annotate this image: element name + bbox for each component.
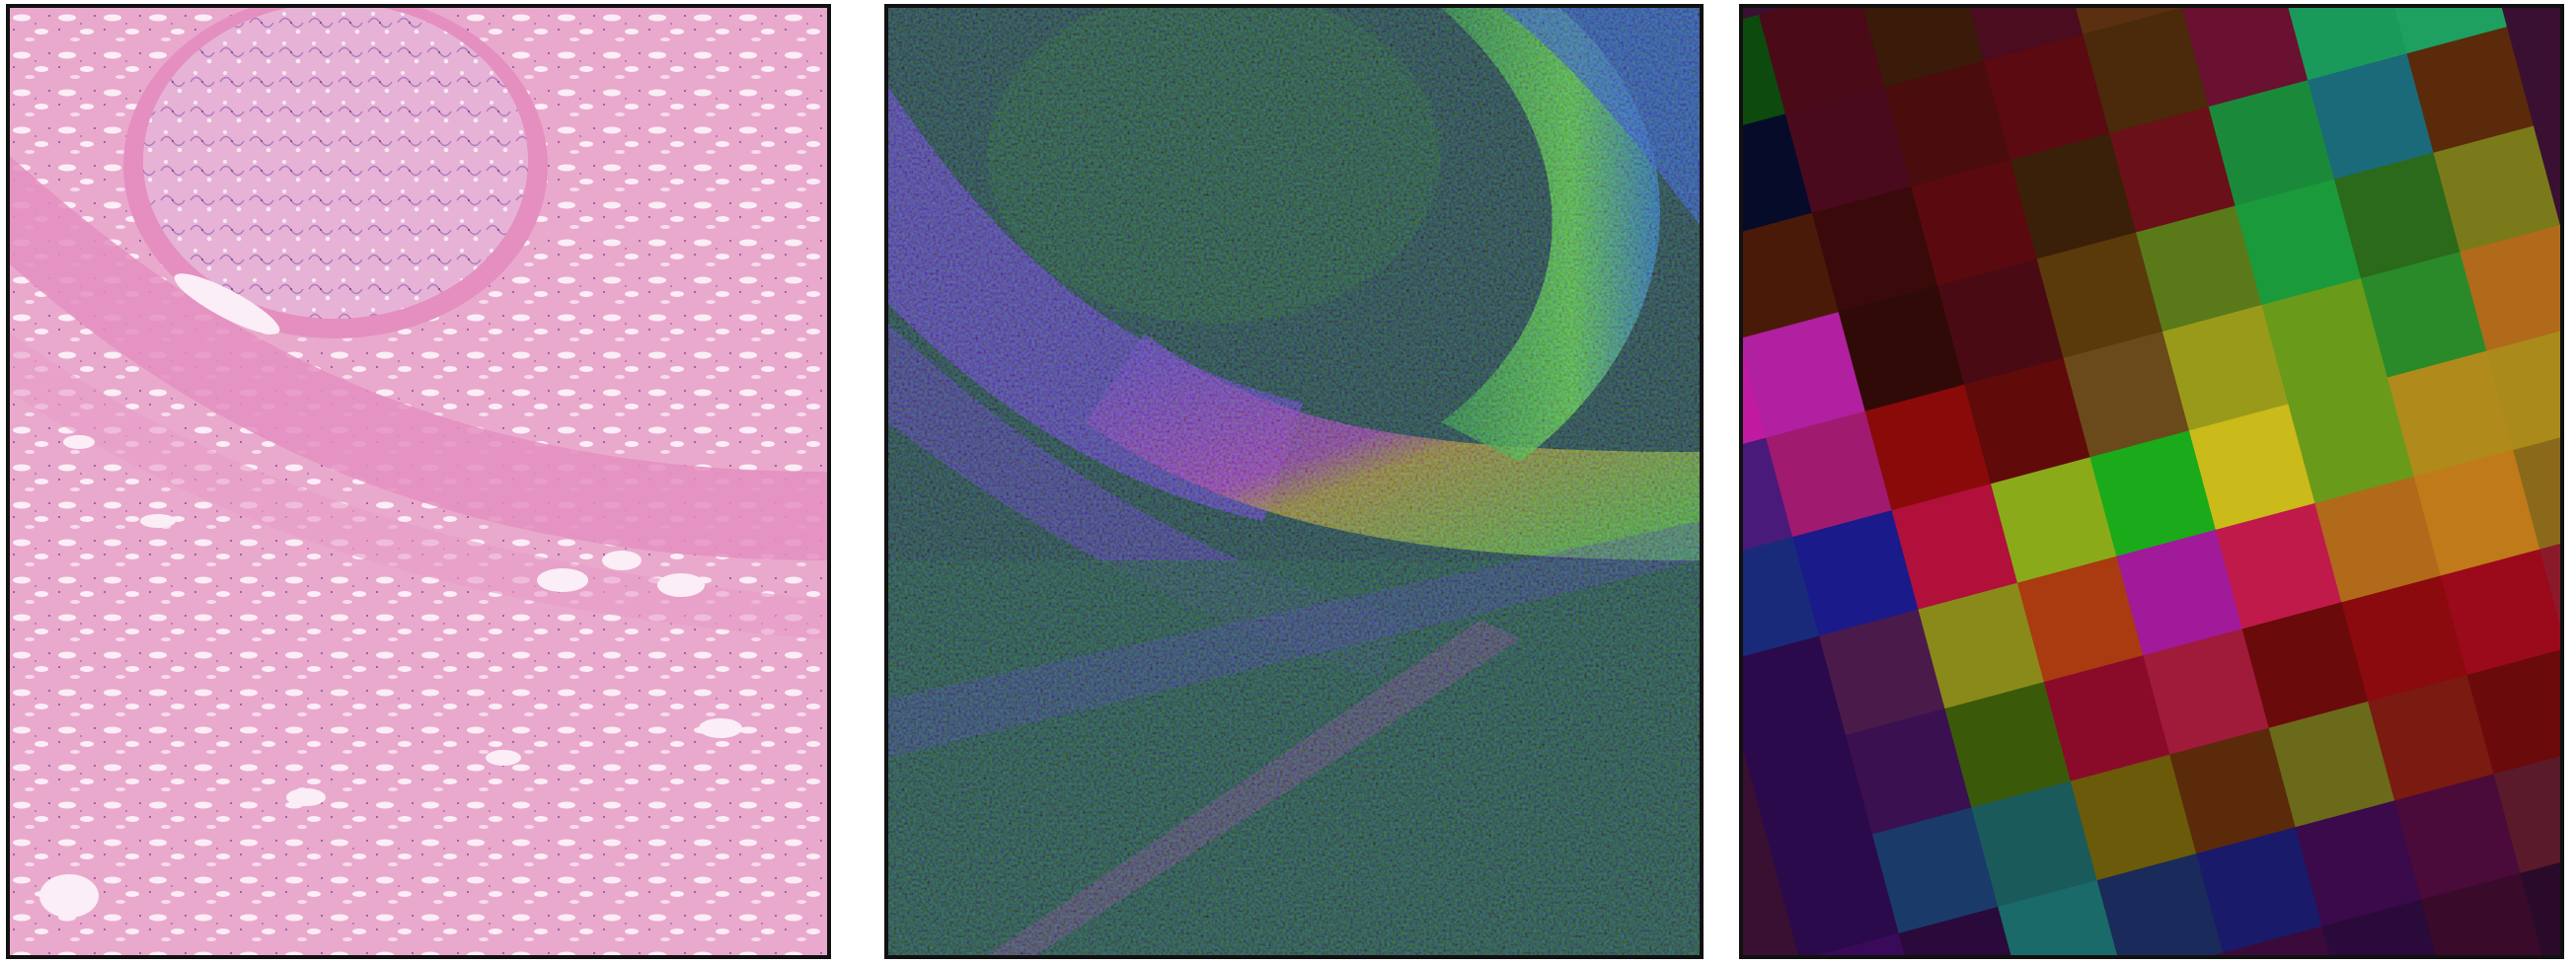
mosaic-tile [2308,53,2435,181]
mosaic-tile [1918,582,2046,710]
mosaic-tile [2341,575,2468,703]
mosaic-tile [2070,754,2198,882]
mosaic-tile [2181,8,2310,109]
mosaic-tile [2235,179,2363,307]
mosaic-tile [1743,14,1787,142]
mosaic-tile [2314,476,2442,604]
mosaic-tile [1766,410,1893,539]
mosaic-tile [2009,132,2138,260]
mosaic-tile [1964,357,2091,485]
mosaic-tile [2196,826,2323,954]
mosaic-tile [2083,8,2210,135]
mosaic-tile [1871,807,2000,934]
he-stain-panel [6,4,831,959]
mosaic-tile [1857,8,1986,89]
mosaic-tile [1746,734,1874,862]
mosaic-tile [2143,629,2270,756]
mosaic-tile [2360,251,2488,379]
mosaic-tile [2295,800,2423,928]
mosaic-tile [1743,536,1821,664]
mosaic-tile [1944,681,2073,809]
mosaic-tile [2036,232,2164,359]
mosaic-tile [1811,186,1939,314]
mosaic-tile [1792,509,1920,637]
mosaic-tile [1991,457,2118,584]
mosaic-tile [2241,602,2370,729]
mosaic-tile [2281,8,2408,82]
feature-map-panel [884,4,1704,959]
mosaic-tile [2334,152,2462,280]
mosaic-tile [2440,549,2560,676]
mosaic-tile [2208,79,2336,207]
mosaic-tile [2162,304,2290,432]
mosaic-tile [1956,8,2084,62]
mosaic-tile [2136,205,2263,333]
mosaic-tile [2043,654,2171,782]
mosaic-tile [1891,482,2019,611]
mosaic-tile [1773,834,1901,955]
mosaic-tile [2486,324,2560,452]
he-tissue-image [10,8,827,955]
mosaic-tile [2215,502,2343,631]
mosaic-tile [1937,259,2065,386]
feature-map-image [888,8,1700,955]
mosaic-tile [2420,872,2548,955]
mosaic-tile [1784,87,1913,214]
mosaic-tile [2063,331,2191,459]
mosaic-tile [1998,879,2125,955]
mosaic-tile [2288,377,2415,504]
mosaic-tile [1819,609,1946,736]
mosaic-tile [1743,437,1794,564]
patch-mosaic-panel [1739,4,2564,959]
mosaic-tile [2380,8,2508,55]
mosaic-tile [2188,404,2316,531]
mosaic-tile [2116,529,2244,657]
mosaic-tile [1743,113,1814,241]
mosaic-tile [2394,774,2522,901]
mosaic-tile [1898,906,2026,955]
patch-mosaic-image [1743,8,2560,955]
mosaic-tile [1743,635,1848,763]
mosaic-tile [2493,747,2560,874]
mosaic-tile [2261,277,2389,406]
mosaic-tile [2520,846,2560,955]
mosaic-tile [2089,430,2218,557]
mosaic-tile [2109,106,2236,234]
mosaic-tile [2387,350,2515,479]
mosaic-tile [2413,449,2541,577]
mosaic-tile [1864,384,1993,512]
mosaic-tile [2096,853,2225,955]
mosaic-tile [2433,125,2560,254]
mosaic-tile [1983,34,2111,161]
mosaic-tile [2321,899,2450,955]
mosaic-tile [2406,27,2535,154]
mosaic-tile [2169,727,2297,855]
mosaic-tile [2016,556,2145,684]
mosaic-tile [1845,707,1973,836]
mosaic-tile [2466,647,2560,776]
mosaic-tile [1743,212,1840,340]
mosaic-tile [2368,674,2495,802]
mosaic-tile [2513,422,2560,551]
mosaic-tile [2460,225,2560,352]
mosaic-tile [1743,312,1866,439]
mosaic-tile [1758,8,1886,115]
mosaic-tile [2268,701,2396,829]
mosaic-tile [1911,159,2038,287]
mosaic-tile [1884,60,2011,187]
mosaic-tile [1971,780,2098,908]
mosaic-tile [1838,285,1966,412]
